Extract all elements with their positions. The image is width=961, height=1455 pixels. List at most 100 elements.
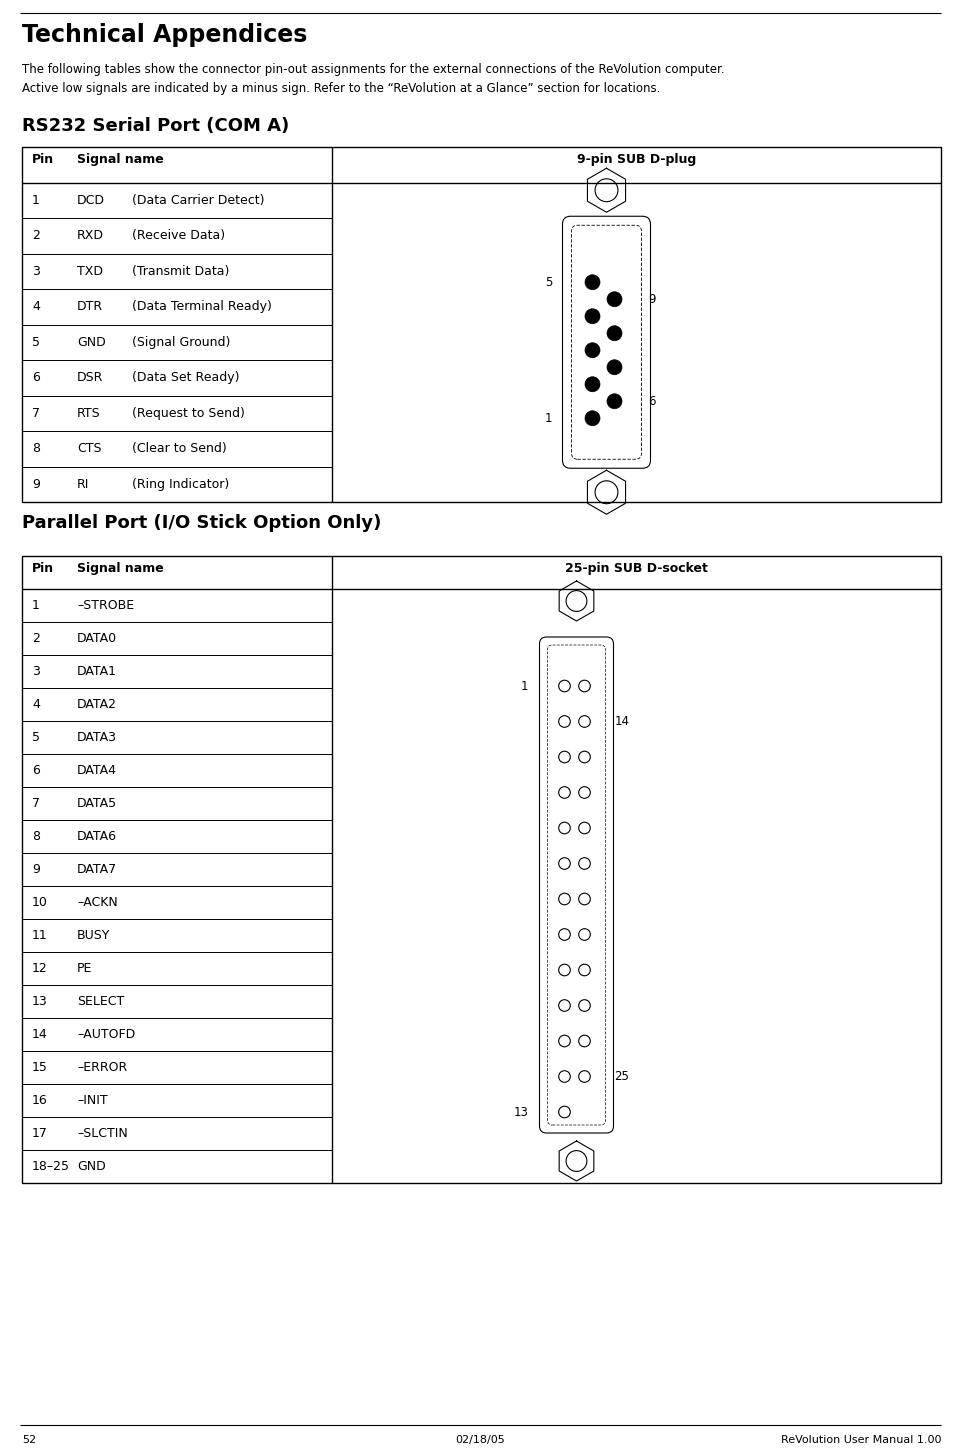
Text: CTS: CTS bbox=[77, 442, 102, 455]
Text: –SLCTIN: –SLCTIN bbox=[77, 1128, 128, 1141]
Text: 4: 4 bbox=[32, 300, 39, 313]
Text: Technical Appendices: Technical Appendices bbox=[22, 23, 308, 47]
Text: 11: 11 bbox=[32, 928, 48, 941]
Text: –ERROR: –ERROR bbox=[77, 1061, 127, 1074]
Text: (Transmit Data): (Transmit Data) bbox=[132, 265, 230, 278]
Text: The following tables show the connector pin-out assignments for the external con: The following tables show the connector … bbox=[22, 63, 725, 76]
Text: 1: 1 bbox=[545, 412, 553, 425]
Text: 17: 17 bbox=[32, 1128, 48, 1141]
Text: Signal name: Signal name bbox=[77, 562, 163, 575]
Text: 6: 6 bbox=[649, 394, 656, 407]
Text: GND: GND bbox=[77, 1160, 106, 1173]
Text: DATA2: DATA2 bbox=[77, 698, 117, 711]
Text: 10: 10 bbox=[32, 896, 48, 909]
Text: ReVolution User Manual 1.00: ReVolution User Manual 1.00 bbox=[780, 1435, 941, 1445]
Text: 5: 5 bbox=[32, 336, 40, 349]
Text: RI: RI bbox=[77, 477, 89, 490]
Text: DATA5: DATA5 bbox=[77, 797, 117, 810]
Text: BUSY: BUSY bbox=[77, 928, 111, 941]
Text: SELECT: SELECT bbox=[77, 995, 124, 1008]
Text: RTS: RTS bbox=[77, 407, 101, 419]
Text: 7: 7 bbox=[32, 407, 40, 419]
Text: (Data Carrier Detect): (Data Carrier Detect) bbox=[132, 194, 264, 207]
Circle shape bbox=[607, 292, 622, 307]
Text: –ACKN: –ACKN bbox=[77, 896, 118, 909]
Text: (Signal Ground): (Signal Ground) bbox=[132, 336, 231, 349]
Text: (Data Terminal Ready): (Data Terminal Ready) bbox=[132, 300, 272, 313]
Text: –INIT: –INIT bbox=[77, 1094, 108, 1107]
Circle shape bbox=[585, 343, 600, 358]
Text: 13: 13 bbox=[513, 1106, 529, 1119]
Text: 14: 14 bbox=[614, 714, 629, 728]
FancyBboxPatch shape bbox=[572, 226, 642, 460]
Text: DATA1: DATA1 bbox=[77, 665, 117, 678]
Text: TXD: TXD bbox=[77, 265, 103, 278]
Circle shape bbox=[585, 377, 600, 391]
Circle shape bbox=[585, 275, 600, 290]
Text: Active low signals are indicated by a minus sign. Refer to the “ReVolution at a : Active low signals are indicated by a mi… bbox=[22, 81, 660, 95]
Text: 13: 13 bbox=[32, 995, 48, 1008]
Text: 2: 2 bbox=[32, 230, 39, 242]
Text: (Request to Send): (Request to Send) bbox=[132, 407, 245, 419]
Bar bbox=[22, 147, 941, 502]
Circle shape bbox=[607, 326, 622, 340]
Text: (Ring Indicator): (Ring Indicator) bbox=[132, 477, 230, 490]
Text: 6: 6 bbox=[32, 371, 39, 384]
Text: (Clear to Send): (Clear to Send) bbox=[132, 442, 227, 455]
Circle shape bbox=[607, 359, 622, 375]
Text: 3: 3 bbox=[32, 265, 39, 278]
Text: 2: 2 bbox=[32, 631, 39, 645]
FancyBboxPatch shape bbox=[539, 637, 613, 1133]
Text: 02/18/05: 02/18/05 bbox=[456, 1435, 505, 1445]
Text: 9-pin SUB D-plug: 9-pin SUB D-plug bbox=[577, 153, 696, 166]
Text: DCD: DCD bbox=[77, 194, 105, 207]
FancyBboxPatch shape bbox=[562, 217, 651, 469]
Circle shape bbox=[607, 394, 622, 409]
Text: 18–25: 18–25 bbox=[32, 1160, 70, 1173]
Text: 5: 5 bbox=[32, 730, 40, 744]
Text: 25: 25 bbox=[614, 1069, 629, 1083]
Text: RS232 Serial Port (COM A): RS232 Serial Port (COM A) bbox=[22, 116, 289, 135]
Text: 12: 12 bbox=[32, 962, 48, 975]
Text: Pin: Pin bbox=[32, 562, 54, 575]
Text: PE: PE bbox=[77, 962, 92, 975]
Text: 1: 1 bbox=[32, 599, 39, 613]
Text: 8: 8 bbox=[32, 442, 40, 455]
Text: 5: 5 bbox=[545, 276, 553, 288]
Text: 7: 7 bbox=[32, 797, 40, 810]
Text: 8: 8 bbox=[32, 829, 40, 842]
Text: DATA0: DATA0 bbox=[77, 631, 117, 645]
Bar bbox=[22, 556, 941, 1183]
Text: DATA4: DATA4 bbox=[77, 764, 117, 777]
Text: DSR: DSR bbox=[77, 371, 104, 384]
Text: 16: 16 bbox=[32, 1094, 48, 1107]
Text: GND: GND bbox=[77, 336, 106, 349]
Text: (Receive Data): (Receive Data) bbox=[132, 230, 225, 242]
FancyBboxPatch shape bbox=[548, 645, 605, 1125]
Text: DATA3: DATA3 bbox=[77, 730, 117, 744]
Text: –STROBE: –STROBE bbox=[77, 599, 135, 613]
Text: 3: 3 bbox=[32, 665, 39, 678]
Text: 9: 9 bbox=[649, 292, 656, 306]
Text: RXD: RXD bbox=[77, 230, 104, 242]
Text: 25-pin SUB D-socket: 25-pin SUB D-socket bbox=[565, 562, 708, 575]
Text: 6: 6 bbox=[32, 764, 39, 777]
Text: DATA7: DATA7 bbox=[77, 863, 117, 876]
Text: DTR: DTR bbox=[77, 300, 103, 313]
Text: Signal name: Signal name bbox=[77, 153, 163, 166]
Circle shape bbox=[585, 410, 600, 426]
Text: Pin: Pin bbox=[32, 153, 54, 166]
Text: Parallel Port (I/O Stick Option Only): Parallel Port (I/O Stick Option Only) bbox=[22, 514, 382, 533]
Text: 1: 1 bbox=[521, 679, 529, 693]
Text: 14: 14 bbox=[32, 1029, 48, 1040]
Circle shape bbox=[585, 308, 600, 324]
Text: 9: 9 bbox=[32, 477, 39, 490]
Text: 52: 52 bbox=[22, 1435, 37, 1445]
Text: (Data Set Ready): (Data Set Ready) bbox=[132, 371, 239, 384]
Text: 15: 15 bbox=[32, 1061, 48, 1074]
Text: 4: 4 bbox=[32, 698, 39, 711]
Text: 1: 1 bbox=[32, 194, 39, 207]
Text: 9: 9 bbox=[32, 863, 39, 876]
Text: –AUTOFD: –AUTOFD bbox=[77, 1029, 136, 1040]
Text: DATA6: DATA6 bbox=[77, 829, 117, 842]
